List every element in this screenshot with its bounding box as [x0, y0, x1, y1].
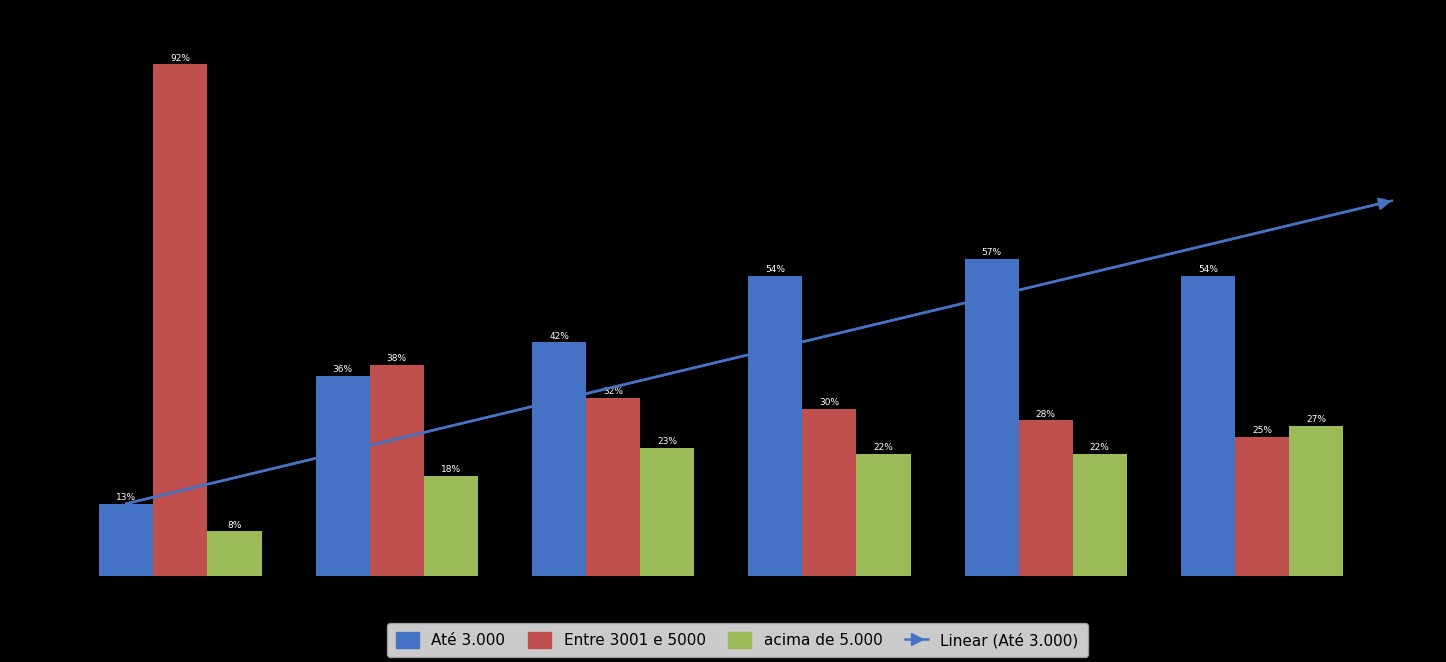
Text: 25%: 25% — [1252, 426, 1272, 435]
Bar — [803, 409, 856, 576]
Text: 42%: 42% — [549, 332, 568, 341]
Text: 27%: 27% — [1306, 415, 1326, 424]
Text: 54%: 54% — [1197, 265, 1218, 274]
Bar — [641, 448, 694, 576]
Text: 22%: 22% — [873, 443, 894, 452]
Text: 92%: 92% — [171, 54, 191, 63]
Text: 23%: 23% — [656, 438, 677, 446]
Bar — [100, 504, 153, 576]
Legend: Até 3.000, Entre 3001 e 5000, acima de 5.000, Linear (Até 3.000): Até 3.000, Entre 3001 e 5000, acima de 5… — [388, 623, 1087, 657]
Bar — [315, 376, 370, 576]
Bar — [1018, 420, 1073, 576]
Text: 22%: 22% — [1090, 443, 1109, 452]
Bar — [1235, 437, 1288, 576]
Text: 38%: 38% — [386, 354, 406, 363]
Bar — [856, 453, 911, 576]
Text: 36%: 36% — [333, 365, 353, 374]
Bar — [586, 398, 641, 576]
Bar — [532, 342, 586, 576]
Bar — [424, 476, 477, 576]
Text: 57%: 57% — [982, 248, 1002, 258]
Text: 32%: 32% — [603, 387, 623, 397]
Text: 54%: 54% — [765, 265, 785, 274]
Bar — [153, 64, 207, 576]
Bar — [748, 275, 803, 576]
Bar — [207, 532, 262, 576]
Text: 13%: 13% — [116, 493, 136, 502]
Bar — [964, 259, 1018, 576]
Text: 8%: 8% — [227, 521, 241, 530]
Text: 18%: 18% — [441, 465, 461, 474]
Bar — [1073, 453, 1126, 576]
Bar — [370, 365, 424, 576]
Text: 30%: 30% — [820, 399, 840, 407]
Bar — [1288, 426, 1343, 576]
Bar — [1181, 275, 1235, 576]
Text: 28%: 28% — [1035, 410, 1056, 418]
